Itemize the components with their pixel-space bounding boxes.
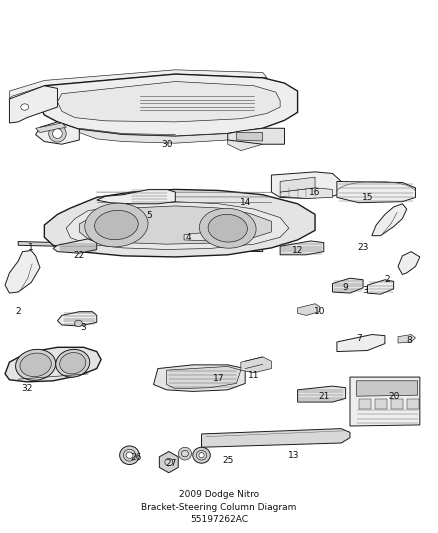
Polygon shape — [40, 74, 297, 136]
Text: 2: 2 — [15, 307, 21, 316]
Ellipse shape — [208, 214, 247, 242]
Polygon shape — [398, 252, 420, 274]
Polygon shape — [79, 206, 272, 244]
Text: 25: 25 — [222, 456, 233, 465]
Polygon shape — [297, 304, 319, 316]
Polygon shape — [53, 239, 97, 253]
Text: 12: 12 — [292, 246, 303, 255]
Polygon shape — [357, 381, 418, 396]
Text: 32: 32 — [21, 384, 32, 393]
Text: 1: 1 — [28, 244, 34, 253]
Text: 11: 11 — [248, 371, 260, 380]
Polygon shape — [5, 348, 101, 382]
Polygon shape — [337, 181, 416, 203]
Polygon shape — [10, 70, 267, 99]
Polygon shape — [372, 204, 407, 236]
Polygon shape — [237, 133, 263, 141]
Text: 2: 2 — [384, 275, 390, 284]
Ellipse shape — [120, 446, 139, 465]
Polygon shape — [228, 128, 285, 144]
Ellipse shape — [181, 450, 188, 457]
Text: 13: 13 — [287, 451, 299, 460]
Text: 23: 23 — [357, 244, 369, 253]
Ellipse shape — [199, 208, 256, 248]
Text: 14: 14 — [240, 198, 251, 207]
Ellipse shape — [126, 452, 133, 458]
Text: 9: 9 — [343, 283, 349, 292]
Polygon shape — [153, 365, 245, 391]
Text: 20: 20 — [388, 392, 399, 401]
Text: 10: 10 — [314, 307, 325, 316]
Polygon shape — [280, 241, 324, 255]
Text: 21: 21 — [318, 392, 329, 401]
Polygon shape — [280, 177, 315, 192]
Ellipse shape — [16, 349, 56, 381]
Ellipse shape — [20, 353, 51, 377]
Ellipse shape — [165, 458, 173, 466]
Text: 3: 3 — [81, 323, 87, 332]
Text: 2009 Dodge Nitro
Bracket-Steering Column Diagram
55197262AC: 2009 Dodge Nitro Bracket-Steering Column… — [141, 490, 297, 524]
Polygon shape — [359, 399, 371, 409]
Text: 3: 3 — [362, 286, 368, 295]
Ellipse shape — [60, 352, 86, 374]
Ellipse shape — [199, 453, 204, 458]
Polygon shape — [280, 188, 332, 198]
Polygon shape — [184, 232, 228, 241]
Polygon shape — [297, 386, 346, 402]
Text: 5: 5 — [146, 212, 152, 221]
Ellipse shape — [95, 211, 138, 240]
Text: 26: 26 — [131, 454, 142, 463]
Polygon shape — [407, 399, 419, 409]
Polygon shape — [337, 335, 385, 352]
Polygon shape — [159, 451, 178, 473]
Polygon shape — [391, 399, 403, 409]
Polygon shape — [79, 128, 263, 151]
Ellipse shape — [178, 447, 191, 460]
Ellipse shape — [56, 349, 90, 377]
Polygon shape — [10, 86, 57, 123]
Polygon shape — [332, 278, 363, 293]
Text: 8: 8 — [406, 336, 412, 345]
Polygon shape — [57, 82, 280, 122]
Text: 4: 4 — [186, 233, 191, 242]
Polygon shape — [18, 241, 263, 252]
Text: 17: 17 — [213, 374, 225, 383]
Text: 7: 7 — [356, 334, 362, 343]
Polygon shape — [97, 189, 175, 204]
Text: 30: 30 — [161, 140, 173, 149]
Ellipse shape — [193, 447, 210, 463]
Polygon shape — [398, 335, 416, 343]
Polygon shape — [367, 280, 394, 294]
Polygon shape — [201, 429, 350, 447]
Ellipse shape — [21, 104, 28, 110]
Polygon shape — [166, 367, 241, 389]
Polygon shape — [350, 377, 420, 426]
Text: 27: 27 — [165, 459, 177, 467]
Polygon shape — [241, 357, 272, 373]
Polygon shape — [66, 201, 289, 249]
Ellipse shape — [85, 203, 148, 247]
Ellipse shape — [124, 449, 136, 461]
Polygon shape — [44, 189, 315, 257]
Polygon shape — [5, 251, 40, 293]
Ellipse shape — [53, 129, 62, 139]
Polygon shape — [375, 399, 387, 409]
Text: 22: 22 — [74, 252, 85, 260]
Ellipse shape — [74, 320, 82, 327]
Text: 15: 15 — [362, 193, 373, 202]
Polygon shape — [272, 172, 341, 198]
Text: 16: 16 — [309, 188, 321, 197]
Polygon shape — [35, 123, 66, 133]
Ellipse shape — [49, 125, 66, 142]
Ellipse shape — [196, 450, 207, 460]
Polygon shape — [35, 122, 79, 144]
Polygon shape — [57, 312, 97, 326]
